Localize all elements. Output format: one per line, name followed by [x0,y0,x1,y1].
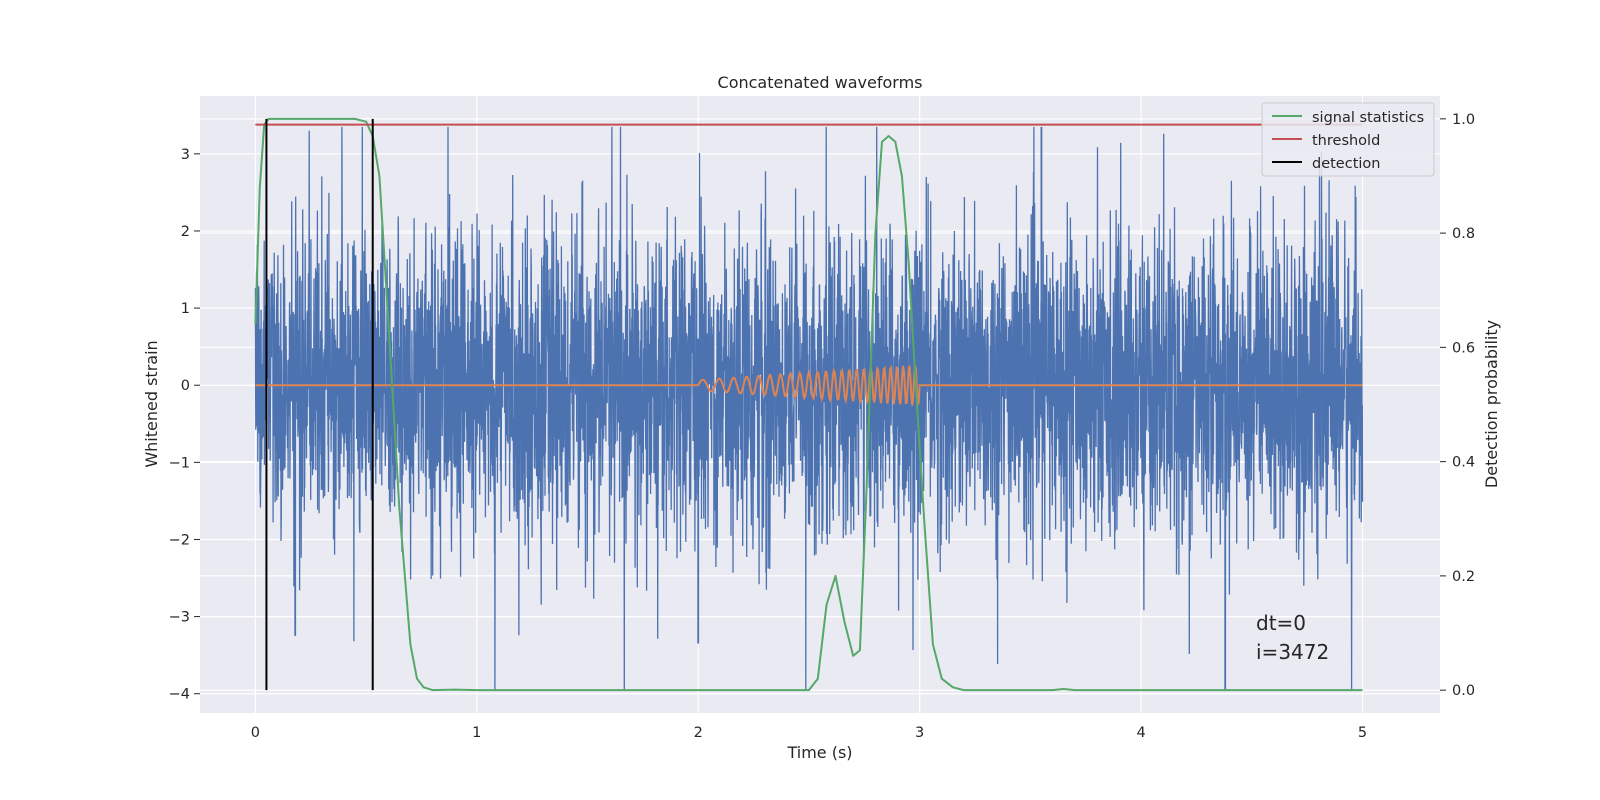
y2-tick-label: 0.4 [1452,455,1475,471]
ticks: 0 1 2 3 4 5 −4 −3 −2 −1 0 1 2 3 0.0 0.2 0.4 0.6 0.8 1.0 [169,112,1475,741]
y2-tick-label: 0.8 [1452,226,1475,242]
y-tick-label: −4 [169,687,190,703]
y2-tick-label: 0.6 [1452,340,1475,356]
series-layer [254,117,1364,692]
y2-tick-label: 1.0 [1452,112,1475,128]
annotation-dt: dt=0 [1256,611,1306,635]
y-tick-label: 1 [181,301,190,317]
y-tick-label: −2 [169,532,190,548]
legend: signal statistics threshold detection [1261,102,1435,177]
y-tick-label: 2 [181,224,190,240]
y2-tick-label: 0.0 [1452,683,1475,699]
y2-axis-label: Detection probability [1482,320,1501,488]
y-tick-label: −3 [169,610,190,626]
y-axis-label: Whitened strain [142,340,161,467]
x-tick-label: 2 [694,725,703,741]
series-chirp-line [255,364,1363,408]
series-signal-statistics-line [254,117,1363,692]
y-tick-label: 0 [181,378,190,394]
x-tick-label: 3 [915,725,924,741]
x-tick-label: 1 [472,725,481,741]
chart-title: Concatenated waveforms [718,73,923,92]
y-tick-label: −1 [169,455,190,471]
y-tick-label: 3 [181,147,190,163]
annotation-i: i=3472 [1256,640,1329,664]
x-tick-label: 4 [1136,725,1145,741]
legend-label-detection: detection [1312,156,1380,172]
legend-box [1261,102,1435,177]
x-tick-label: 5 [1358,725,1367,741]
y2-tick-label: 0.2 [1452,569,1475,585]
x-tick-label: 0 [251,725,260,741]
series-noise-line [254,126,1364,690]
x-axis-label: Time (s) [786,743,852,762]
legend-label-threshold: threshold [1312,133,1380,149]
legend-label-signal-statistics: signal statistics [1312,110,1424,126]
